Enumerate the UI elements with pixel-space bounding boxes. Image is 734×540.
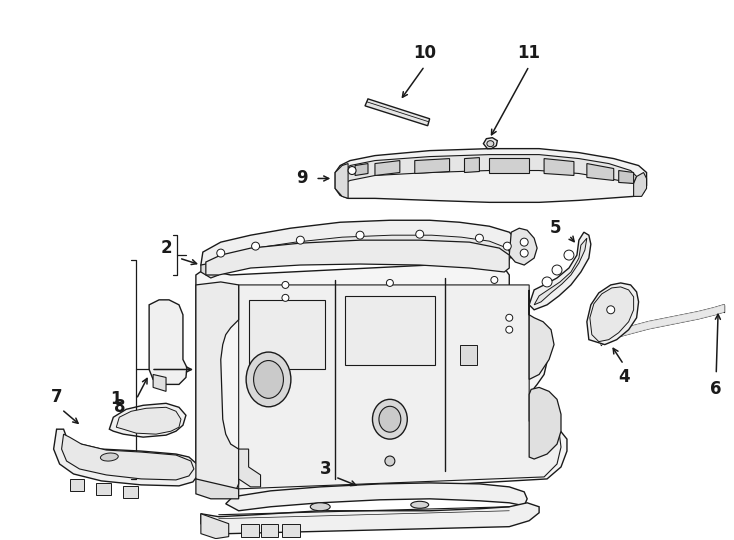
Polygon shape — [62, 434, 194, 480]
Polygon shape — [649, 316, 678, 329]
Text: 1: 1 — [111, 390, 122, 408]
Text: 11: 11 — [517, 44, 541, 62]
Polygon shape — [261, 524, 278, 537]
Circle shape — [348, 166, 356, 174]
Polygon shape — [529, 290, 554, 380]
Ellipse shape — [310, 503, 330, 511]
Polygon shape — [601, 330, 619, 345]
Circle shape — [385, 456, 395, 466]
Polygon shape — [590, 287, 633, 342]
Polygon shape — [283, 524, 300, 537]
Circle shape — [520, 238, 528, 246]
Circle shape — [564, 250, 574, 260]
Polygon shape — [529, 387, 561, 459]
Ellipse shape — [246, 352, 291, 407]
Polygon shape — [201, 514, 229, 538]
Circle shape — [506, 326, 513, 333]
Polygon shape — [534, 238, 587, 305]
Polygon shape — [153, 374, 166, 392]
Text: 7: 7 — [51, 388, 62, 406]
Polygon shape — [201, 220, 517, 272]
Polygon shape — [342, 154, 636, 185]
Polygon shape — [239, 449, 261, 487]
Circle shape — [217, 249, 225, 257]
Circle shape — [542, 277, 552, 287]
Circle shape — [506, 314, 513, 321]
Polygon shape — [241, 524, 258, 537]
Polygon shape — [116, 407, 181, 434]
Polygon shape — [201, 503, 539, 534]
Polygon shape — [355, 164, 368, 176]
Polygon shape — [201, 263, 219, 278]
Ellipse shape — [487, 140, 494, 147]
Ellipse shape — [101, 453, 118, 461]
Circle shape — [297, 236, 305, 244]
Polygon shape — [459, 345, 477, 364]
Polygon shape — [335, 148, 647, 202]
Text: 3: 3 — [319, 460, 331, 478]
Polygon shape — [714, 305, 724, 315]
Text: 2: 2 — [160, 239, 172, 257]
Text: 8: 8 — [114, 399, 125, 416]
Polygon shape — [149, 300, 187, 384]
Polygon shape — [70, 479, 84, 491]
Text: 4: 4 — [618, 368, 630, 387]
Circle shape — [356, 231, 364, 239]
Circle shape — [415, 230, 424, 238]
Ellipse shape — [379, 406, 401, 432]
Circle shape — [252, 242, 260, 250]
Circle shape — [476, 234, 484, 242]
Polygon shape — [544, 159, 574, 176]
Circle shape — [491, 276, 498, 284]
Polygon shape — [211, 235, 512, 268]
Polygon shape — [587, 164, 614, 180]
Polygon shape — [619, 322, 649, 336]
Text: 5: 5 — [549, 219, 561, 237]
Circle shape — [552, 265, 562, 275]
Ellipse shape — [411, 501, 429, 508]
Ellipse shape — [372, 400, 407, 439]
Polygon shape — [196, 262, 567, 497]
Ellipse shape — [253, 361, 283, 399]
Polygon shape — [415, 159, 449, 173]
Polygon shape — [484, 138, 498, 148]
Circle shape — [386, 280, 393, 286]
Polygon shape — [196, 479, 239, 499]
Polygon shape — [54, 429, 199, 486]
Text: 6: 6 — [711, 380, 722, 399]
Polygon shape — [123, 486, 138, 498]
Polygon shape — [465, 158, 479, 172]
Polygon shape — [226, 483, 527, 511]
Polygon shape — [375, 160, 400, 176]
Polygon shape — [678, 312, 698, 323]
Polygon shape — [619, 171, 633, 184]
Polygon shape — [490, 158, 529, 172]
Polygon shape — [109, 403, 186, 437]
Text: 10: 10 — [413, 44, 436, 62]
Polygon shape — [335, 164, 348, 198]
Polygon shape — [239, 285, 561, 489]
Polygon shape — [96, 483, 112, 495]
Polygon shape — [698, 308, 714, 319]
Polygon shape — [196, 282, 239, 494]
Circle shape — [520, 249, 528, 257]
Polygon shape — [587, 283, 639, 345]
Polygon shape — [206, 240, 509, 275]
Polygon shape — [509, 228, 537, 265]
Polygon shape — [249, 300, 325, 369]
Circle shape — [282, 281, 289, 288]
Polygon shape — [633, 172, 647, 197]
Text: 9: 9 — [297, 170, 308, 187]
Polygon shape — [365, 99, 429, 126]
Circle shape — [504, 242, 512, 250]
Circle shape — [607, 306, 614, 314]
Circle shape — [282, 294, 289, 301]
Polygon shape — [345, 296, 435, 364]
Polygon shape — [529, 232, 591, 310]
